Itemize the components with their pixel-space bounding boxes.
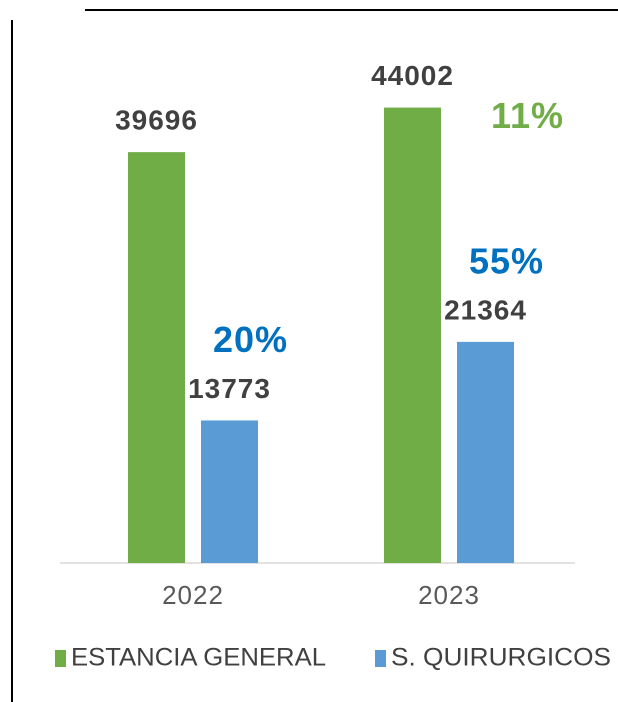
legend-swatch xyxy=(375,650,386,667)
growth-label: 11% xyxy=(491,95,564,136)
legend-swatch xyxy=(55,650,66,667)
growth-label: 55% xyxy=(469,240,544,281)
value-label: 21364 xyxy=(444,294,527,325)
x-tick-label: 2023 xyxy=(418,580,480,610)
bar xyxy=(128,152,185,563)
growth-label: 20% xyxy=(213,319,288,360)
bar xyxy=(201,420,258,563)
legend-label: S. QUIRURGICOS xyxy=(391,644,611,672)
bar xyxy=(457,341,514,563)
x-tick-label: 2022 xyxy=(162,580,224,610)
value-label: 13773 xyxy=(188,373,271,404)
bar xyxy=(384,107,441,564)
value-label: 39696 xyxy=(115,105,198,136)
value-label: 44002 xyxy=(371,60,454,91)
legend-label: ESTANCIA GENERAL xyxy=(71,644,326,672)
